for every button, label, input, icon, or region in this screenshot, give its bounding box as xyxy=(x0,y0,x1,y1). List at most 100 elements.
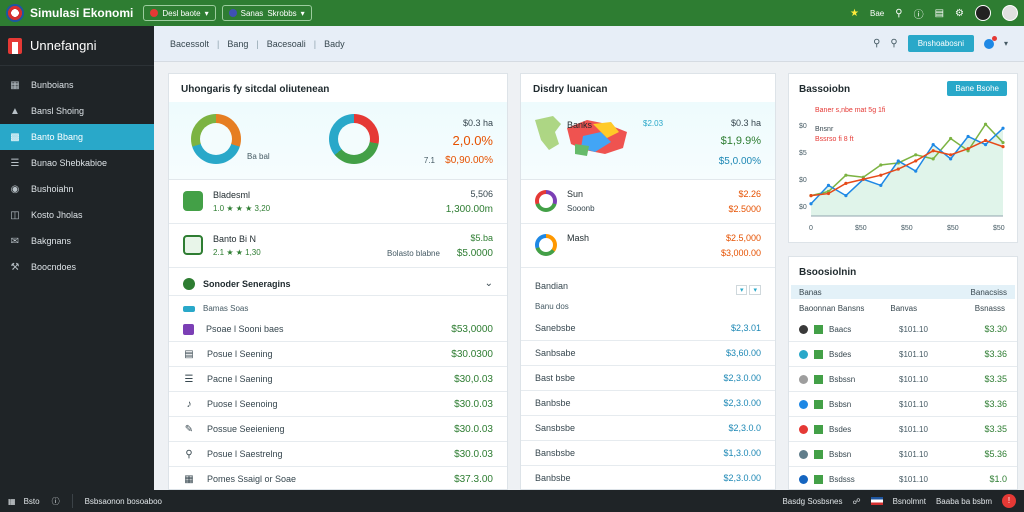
row-value: $3,60.00 xyxy=(725,348,761,358)
accordion-header[interactable]: Sonoder Seneragins ⌄ xyxy=(169,272,507,296)
breadcrumb-item[interactable]: Bang xyxy=(227,38,249,49)
category-icon xyxy=(799,449,808,459)
y-tick-label: $0 xyxy=(799,123,807,130)
row-name: Bsbsn xyxy=(829,449,852,459)
sidebar-item-label: Bakgnans xyxy=(31,236,72,246)
data-point xyxy=(983,122,988,126)
table-row[interactable]: Sanebsbe $2,3.01 xyxy=(521,316,775,341)
sidebar-item-6[interactable]: ✉ Bakgnans xyxy=(0,228,154,254)
table-row[interactable]: ♪ Puose l Seenoing $30.0.03 xyxy=(169,392,507,417)
table-row[interactable]: Bansbsbe $1,3.0.00 xyxy=(521,441,775,466)
star-icon[interactable]: ★ xyxy=(850,7,860,19)
table-row[interactable]: Bast bsbe $2,3.0.00 xyxy=(521,366,775,391)
sidebar-item-0[interactable]: ▦ Bunboians xyxy=(0,72,154,98)
data-point xyxy=(861,177,865,181)
list-item[interactable]: Bladesml 1.0 ★ ★ ★ 3,20 5,506 1,300.00m xyxy=(169,180,507,224)
chart-action-button[interactable]: Bane Bsohe xyxy=(947,81,1007,96)
table-row[interactable]: Bsbssn $101.10 $3.35 xyxy=(789,367,1017,392)
data-point xyxy=(896,159,900,163)
list-item[interactable]: Sun Sooonb $2.26 $2.5000 xyxy=(521,180,775,224)
chart-area-fill xyxy=(811,128,1003,216)
row-value: $30.0.03 xyxy=(454,423,493,435)
table-row[interactable]: Sanbsabe $3,60.00 xyxy=(521,341,775,366)
chevron-down-icon[interactable]: ▾ xyxy=(749,285,761,295)
table-row[interactable]: Bsbsn $101.10 $3.36 xyxy=(789,392,1017,417)
primary-action-button[interactable]: Bnshoabosni xyxy=(907,35,974,52)
row-name: Bansbsbe xyxy=(535,448,576,458)
search-icon[interactable]: ⚲ xyxy=(895,7,903,19)
category-icon xyxy=(799,324,808,334)
zoom-icon[interactable]: ⚲ xyxy=(873,38,881,49)
sidebar-item-5[interactable]: ◫ Kosto Jholas xyxy=(0,202,154,228)
table-row[interactable]: Banbsbe $2,3.0.00 xyxy=(521,466,775,491)
table-row[interactable]: Baacs $101.10 $3.30 xyxy=(789,317,1017,342)
top-bar: Simulasi Ekonomi Desl baote ▾ Sanas Skro… xyxy=(0,0,1024,26)
row-mid-value: $101.10 xyxy=(899,374,928,384)
alert-icon[interactable]: ! xyxy=(1002,494,1016,508)
chevron-down-icon[interactable]: ▾ xyxy=(1003,39,1008,48)
row-name: Pacne l Saening xyxy=(207,374,273,384)
table-row[interactable]: Psoae l Sooni baes $53,0000 xyxy=(169,317,507,342)
help-icon[interactable]: ⓘ xyxy=(913,9,924,21)
subheader-actions: ⚲ ⚲ Bnshoabosni ▾ xyxy=(873,35,1008,52)
table-row[interactable]: Banbsbe $2,3.0.00 xyxy=(521,391,775,416)
tab-2[interactable]: Banacsiss xyxy=(970,287,1007,297)
summary-value-3: $0,90.00% xyxy=(445,155,493,166)
table-row[interactable]: Sansbsbe $2,3.0.0 xyxy=(521,416,775,441)
settings-icon[interactable]: ⚙ xyxy=(955,7,964,19)
x-tick-label: $50 xyxy=(993,225,1005,232)
summary-overview: Ba bal $0.3 ha 2,0.0% 7.1 $0,90.00% xyxy=(169,102,507,180)
secondary-avatar[interactable] xyxy=(1002,5,1018,21)
chevron-down-icon[interactable]: ⌄ xyxy=(484,278,493,289)
breadcrumb-item[interactable]: Bacesoali xyxy=(266,38,306,49)
tag-icon xyxy=(814,374,823,384)
breadcrumb-item[interactable]: Bady xyxy=(324,38,345,49)
row-mid-value: $101.10 xyxy=(899,449,928,459)
table-row[interactable]: ▦ Pomes Ssaigl or Soae $37.3.00 xyxy=(169,467,507,492)
summary-card: Uhongaris fy sitcdal oliutenean Ba bal $… xyxy=(168,73,508,492)
list-subheader: Banu dos xyxy=(535,302,569,311)
status-bar: ▦ Bsto ⓘ Bsbsaonon bosoaboo Basdg Sosbsn… xyxy=(0,490,1024,512)
sidebar-item-2[interactable]: ▩ Banto Bbang xyxy=(0,124,154,150)
notification-icon[interactable] xyxy=(983,35,997,49)
summary-value-2: 2,0.0% xyxy=(452,133,493,148)
list-filter[interactable]: ▾ ▾ xyxy=(735,285,761,295)
table-row[interactable]: Bsdes $101.10 $3.36 xyxy=(789,342,1017,367)
scenario-selector[interactable]: Sanas Skrobbs ▾ xyxy=(221,5,312,21)
table-row[interactable]: Bsbsn $101.10 $5.36 xyxy=(789,442,1017,467)
row-name: Mash xyxy=(567,233,590,243)
flag-icon xyxy=(150,9,159,17)
user-label[interactable]: Bae xyxy=(870,8,885,18)
chevron-down-icon: ▾ xyxy=(300,8,305,18)
document-icon[interactable]: ▤ xyxy=(934,7,945,19)
table-row[interactable]: ✎ Possue Seeienieng $30.0.03 xyxy=(169,417,507,442)
search-icon[interactable]: ⚲ xyxy=(890,38,898,49)
avatar[interactable] xyxy=(975,5,991,21)
table-row[interactable]: ⚲ Posue l Saestrelng $30.0.03 xyxy=(169,442,507,467)
row-value: $30.0300 xyxy=(451,348,493,360)
table-row[interactable]: ☰ Pacne l Saening $30,0.03 xyxy=(169,367,507,392)
sidebar-item-4[interactable]: ◉ Bushoiahn xyxy=(0,176,154,202)
tab-1[interactable]: Banas xyxy=(799,287,822,297)
data-point xyxy=(1001,145,1005,149)
sidebar-item-7[interactable]: ⚒ Boocndoes xyxy=(0,254,154,280)
list-item[interactable]: Mash $2.5,000 $3,000.00 xyxy=(521,224,775,268)
sidebar-item-1[interactable]: ▲ Bansl Shoing xyxy=(0,98,154,124)
data-point xyxy=(914,159,918,163)
row-name: Sansbsbe xyxy=(535,423,576,433)
table-row[interactable]: ▤ Posue l Seening $30.0300 xyxy=(169,342,507,367)
list-item[interactable]: Banto Bi N 2.1 ★ ★ 1,30 Bolasto blabne $… xyxy=(169,224,507,268)
sidebar-item-3[interactable]: ☰ Bunao Shebkabioe xyxy=(0,150,154,176)
row-value: $3.35 xyxy=(984,374,1007,384)
footer-label-1[interactable]: Bsto xyxy=(23,496,40,506)
breadcrumb-item[interactable]: Bacessolt xyxy=(170,38,210,49)
share-icon[interactable]: ☍ xyxy=(852,496,861,506)
list-icon: ☰ xyxy=(10,157,20,169)
chevron-down-icon[interactable]: ▾ xyxy=(735,285,748,295)
table-row[interactable]: Bsdsss $101.10 $1.0 xyxy=(789,467,1017,492)
region-selector[interactable]: Desl baote ▾ xyxy=(143,5,216,21)
data-point xyxy=(966,134,970,139)
data-point xyxy=(826,183,831,187)
row-value: $3.30 xyxy=(984,324,1007,334)
table-row[interactable]: Bsdes $101.10 $3.35 xyxy=(789,417,1017,442)
